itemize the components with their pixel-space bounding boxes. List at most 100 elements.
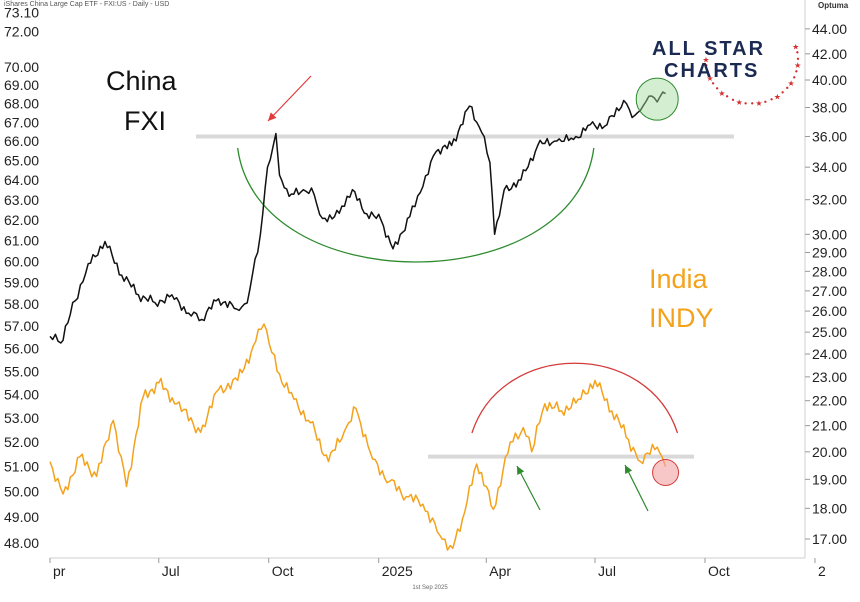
left-tick-label: 63.00 [4,192,39,208]
right-tick-label: 26.00 [812,303,847,319]
right-tick-label: 21.00 [812,418,847,434]
chart-header: iShares China Large Cap ETF - FXI:US - D… [4,1,170,8]
right-tick-label: 22.00 [812,393,847,409]
indy-support-arrow-1-head [517,466,525,475]
right-tick-label: 40.00 [812,72,847,88]
right-tick-label: 36.00 [812,129,847,145]
brand-star-icon: • [725,93,730,102]
right-tick-label: 24.00 [812,346,847,362]
brand-star-icon: ★ [774,92,781,101]
left-tick-label: 72.00 [4,23,39,39]
right-tick-label: 19.00 [812,471,847,487]
left-tick-label: 60.00 [4,253,39,269]
brand-star-icon: • [763,98,768,107]
x-tick-label: Jul [162,563,180,579]
left-tick-label: 67.00 [4,114,39,130]
brand-star-icon: ★ [755,99,762,108]
left-tick-label: 56.00 [4,341,39,357]
brand-star-icon: ★ [718,89,725,98]
right-tick-label: 38.00 [812,100,847,116]
left-tick-label: 66.00 [4,133,39,149]
brand-star-icon: ★ [794,61,801,70]
brand-star-icon: • [715,84,720,93]
right-tick-label: 42.00 [812,46,847,62]
fxi-series-line [49,91,666,344]
fxi-peak-arrow-head [268,112,277,121]
left-tick-label: 70.00 [4,59,39,75]
right-tick-label: 17.00 [812,531,847,547]
brand-star-icon: • [792,73,797,82]
brand-star-icon: • [780,89,785,98]
left-tick-label: 53.00 [4,410,39,426]
fxi-breakout-circle [635,77,679,121]
brand-logo: ALL STAR CHARTS [652,38,782,82]
x-tick-label: Jul [598,563,616,579]
left-tick-label: 50.00 [4,483,39,499]
brand-star-icon: • [731,96,736,105]
left-tick-label: 49.00 [4,509,39,525]
fxi-peak-arrow [267,75,312,122]
brand-star-icon: • [794,67,799,76]
brand-star-icon: • [704,49,709,58]
brand-star-icon: • [795,49,800,58]
right-tick-label: 25.00 [812,324,847,340]
label-indy: INDY [649,303,714,333]
right-tick-label: 32.00 [812,192,847,208]
indy-support-arrow-2-head [625,465,633,474]
right-tick-label: 20.00 [812,444,847,460]
chart-footer-date: 1st Sep 2025 [412,585,448,591]
indy-series-line [49,323,667,551]
optuma-logo: Optuma [818,1,849,10]
right-tick-label: 34.00 [812,159,847,175]
x-tick-label: 2 [818,563,826,579]
label-china: China [106,66,177,96]
x-tick-label: pr [53,563,66,579]
x-tick-label: Oct [272,563,294,579]
x-tick-label: Oct [708,563,730,579]
left-tick-label: 59.00 [4,275,39,291]
brand-star-icon: • [796,55,801,64]
brand-star-icon: ★ [736,98,743,107]
indy-breakdown-circle [652,459,680,487]
brand-star-icon: • [704,62,709,71]
left-tick-label: 62.00 [4,212,39,228]
left-tick-label: 57.00 [4,318,39,334]
fxi-base-arc [237,147,595,263]
right-tick-label: 27.00 [812,283,847,299]
left-tick-label: 48.00 [4,535,39,551]
brand-line-1: ALL STAR [652,38,766,60]
left-tick-label: 73.10 [4,4,39,20]
brand-star-icon: ★ [788,79,795,88]
right-tick-label: 44.00 [812,21,847,37]
left-tick-label: 58.00 [4,296,39,312]
brand-star-icon: • [750,100,755,109]
left-tick-label: 61.00 [4,233,39,249]
brand-star-icon: • [711,79,716,88]
left-tick-label: 65.00 [4,152,39,168]
right-tick-label: 23.00 [812,369,847,385]
left-tick-label: 64.00 [4,172,39,188]
right-tick-label: 18.00 [812,500,847,516]
brand-star-icon: • [785,84,790,93]
brand-star-icon: • [769,96,774,105]
brand-star-icon: ★ [706,74,713,83]
left-tick-label: 54.00 [4,386,39,402]
brand-star-icon: ★ [702,55,709,64]
brand-star-icon: ★ [792,42,799,51]
left-tick-label: 69.00 [4,77,39,93]
left-tick-label: 55.00 [4,363,39,379]
brand-star-icon: • [705,68,710,77]
left-tick-label: 68.00 [4,96,39,112]
left-tick-label: 51.00 [4,459,39,475]
right-tick-label: 30.00 [812,226,847,242]
indy-support-arrow-1 [516,465,541,511]
right-tick-label: 29.00 [812,245,847,261]
label-india: India [649,264,708,294]
left-tick-label: 52.00 [4,434,39,450]
indy-support-arrow-2 [624,464,649,512]
label-fxi: FXI [124,106,167,136]
brand-line-2: CHARTS [664,60,760,82]
x-tick-label: Apr [489,563,511,579]
